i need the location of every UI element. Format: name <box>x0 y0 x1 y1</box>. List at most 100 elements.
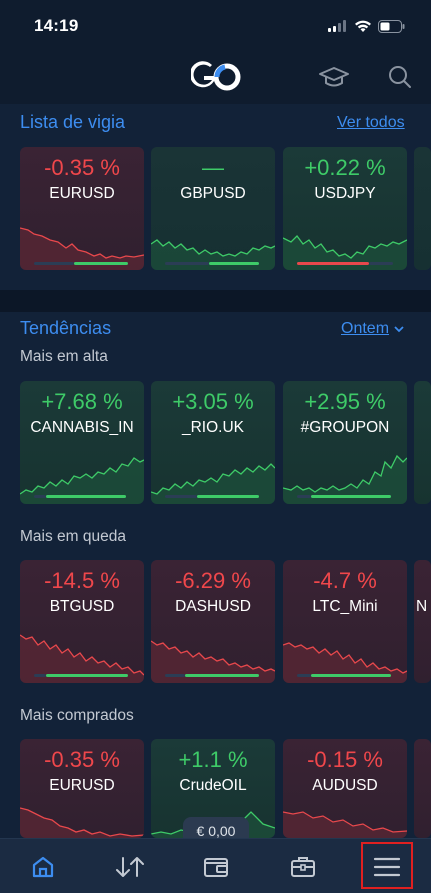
nav-trade[interactable] <box>100 839 160 893</box>
app-header <box>0 52 431 104</box>
sparkline <box>283 811 407 838</box>
see-all-link[interactable]: Ver todos <box>337 114 405 131</box>
range-indicator <box>74 262 128 265</box>
range-indicator <box>46 674 128 677</box>
go-logo <box>191 61 241 91</box>
balance-value: € 0,00 <box>196 823 236 839</box>
loser-card-btgusd[interactable]: -14.5 % BTGUSD <box>20 560 144 683</box>
range-indicator <box>197 495 259 498</box>
loser-card-partial[interactable]: N <box>414 560 431 683</box>
sparkline <box>20 807 144 838</box>
card-change: +7.68 % <box>41 389 123 414</box>
card-symbol: #GROUPON <box>300 419 390 436</box>
status-time: 14:19 <box>34 16 79 35</box>
bottom-nav <box>0 838 431 893</box>
card-symbol: _RIO.UK <box>181 419 244 436</box>
card-change: +2.95 % <box>304 389 386 414</box>
sparkline <box>20 227 144 270</box>
range-indicator <box>369 262 393 265</box>
card-change: — <box>202 155 224 180</box>
card-change: -0.35 % <box>44 155 120 180</box>
gainer-card-partial[interactable] <box>414 381 431 504</box>
range-indicator <box>46 495 126 498</box>
loser-card-ltc[interactable]: -4.7 % LTC_Mini <box>283 560 407 683</box>
nav-menu[interactable] <box>357 839 417 893</box>
range-indicator <box>165 262 209 265</box>
range-indicator <box>311 495 391 498</box>
card-change: +3.05 % <box>172 389 254 414</box>
watchlist-card-usdjpy[interactable]: +0.22 % USDJPY <box>283 147 407 270</box>
card-change: -0.15 % <box>307 747 383 772</box>
card-symbol: DASHUSD <box>175 598 251 615</box>
watchlist-card-eurusd[interactable]: -0.35 % EURUSD <box>20 147 144 270</box>
graduation-cap-icon[interactable] <box>318 64 350 90</box>
sparkline <box>20 634 144 683</box>
range-indicator <box>34 674 46 677</box>
card-symbol: GBPUSD <box>180 185 246 202</box>
nav-wallet[interactable] <box>186 839 246 893</box>
gainer-card-groupon[interactable]: +2.95 % #GROUPON <box>283 381 407 504</box>
signal-icon <box>328 20 346 32</box>
card-change: -14.5 % <box>44 568 120 593</box>
card-symbol: BTGUSD <box>49 598 115 615</box>
nav-portfolio[interactable] <box>273 839 333 893</box>
bought-card-partial[interactable] <box>414 739 431 838</box>
wallet-icon <box>204 857 228 877</box>
range-indicator <box>297 674 311 677</box>
section-divider <box>0 290 431 312</box>
card-symbol: CrudeOIL <box>179 777 247 794</box>
range-indicator <box>165 495 197 498</box>
arrows-updown-icon <box>116 856 144 877</box>
range-indicator <box>34 262 74 265</box>
card-symbol: N <box>416 598 428 615</box>
bought-card-audusd[interactable]: -0.15 % AUDUSD <box>283 739 407 838</box>
wifi-icon <box>355 20 371 32</box>
sparkline <box>151 640 275 683</box>
most-bought-label: Mais comprados <box>20 707 134 724</box>
home-icon <box>32 856 54 877</box>
sparkline <box>151 239 275 270</box>
gainer-card-cannabis[interactable]: +7.68 % CANNABIS_IN <box>20 381 144 504</box>
top-gainers-label: Mais em alta <box>20 348 108 365</box>
menu-highlight-box <box>361 842 413 889</box>
card-change: -6.29 % <box>175 568 251 593</box>
gainer-card-rio[interactable]: +3.05 % _RIO.UK <box>151 381 275 504</box>
status-icons <box>328 19 405 33</box>
watchlist-title: Lista de vigia <box>20 112 126 132</box>
card-symbol: AUDUSD <box>312 777 378 794</box>
period-label: Ontem <box>341 320 390 337</box>
card-change: -0.35 % <box>44 747 120 772</box>
card-change: +0.22 % <box>304 155 386 180</box>
watchlist-card-partial[interactable] <box>414 147 431 270</box>
battery-icon <box>378 19 405 33</box>
sparkline <box>283 235 407 270</box>
sparkline <box>20 457 144 504</box>
range-indicator <box>185 674 259 677</box>
chevron-down-icon <box>394 326 404 333</box>
card-symbol: EURUSD <box>49 777 115 794</box>
range-indicator <box>311 674 391 677</box>
range-indicator <box>165 674 185 677</box>
card-change: +1.1 % <box>178 747 248 772</box>
range-indicator <box>297 495 311 498</box>
range-indicator <box>209 262 259 265</box>
search-icon[interactable] <box>387 64 413 90</box>
range-indicator <box>297 262 369 265</box>
card-symbol: LTC_Mini <box>312 598 378 615</box>
bought-card-eurusd[interactable]: -0.35 % EURUSD <box>20 739 144 838</box>
sparkline <box>151 463 275 504</box>
top-losers-label: Mais em queda <box>20 528 126 545</box>
card-symbol: USDJPY <box>314 185 376 202</box>
card-change: -4.7 % <box>313 568 377 593</box>
sparkline <box>283 454 407 504</box>
card-symbol: CANNABIS_IN <box>30 419 134 436</box>
briefcase-icon <box>291 856 315 877</box>
status-bar: 14:19 <box>0 0 431 52</box>
watchlist-card-gbpusd[interactable]: — GBPUSD <box>151 147 275 270</box>
period-dropdown[interactable]: Ontem <box>341 320 405 338</box>
range-indicator <box>34 495 46 498</box>
loser-card-dashusd[interactable]: -6.29 % DASHUSD <box>151 560 275 683</box>
nav-home[interactable] <box>13 839 73 893</box>
hamburger-menu-icon <box>373 857 401 876</box>
trends-title: Tendências <box>20 318 112 338</box>
